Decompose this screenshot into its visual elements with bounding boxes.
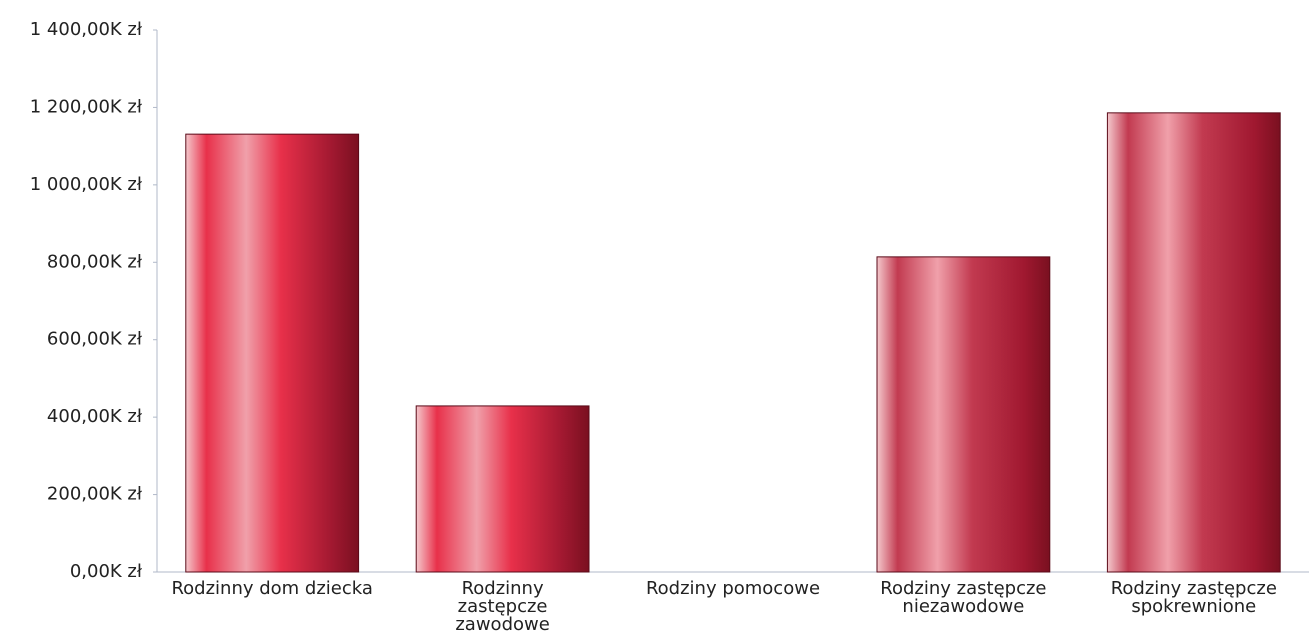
- bar: [415, 405, 590, 573]
- bar: [185, 133, 360, 573]
- x-tick-label: Rodzinny dom dziecka: [171, 578, 373, 599]
- x-tick-label: Rodzinny zastępcze zawodowe: [455, 578, 550, 635]
- x-tick-label: Rodziny zastępcze spokrewnione: [1110, 578, 1277, 617]
- y-tick-label: 1 000,00K zł: [30, 174, 143, 195]
- y-tick-label: 400,00K zł: [47, 406, 143, 427]
- y-tick-label: 200,00K zł: [47, 484, 143, 505]
- y-tick-label: 800,00K zł: [47, 251, 143, 272]
- x-tick-label: Rodziny pomocowe: [645, 578, 821, 599]
- x-tick-label: Rodziny zastępcze niezawodowe: [880, 578, 1047, 617]
- y-tick-label: 0,00K zł: [70, 561, 143, 582]
- bar: [1106, 112, 1281, 573]
- y-tick-label: 1 400,00K zł: [30, 19, 143, 40]
- bar: [876, 256, 1051, 573]
- y-tick-label: 600,00K zł: [47, 329, 143, 350]
- y-tick-label: 1 200,00K zł: [30, 96, 143, 117]
